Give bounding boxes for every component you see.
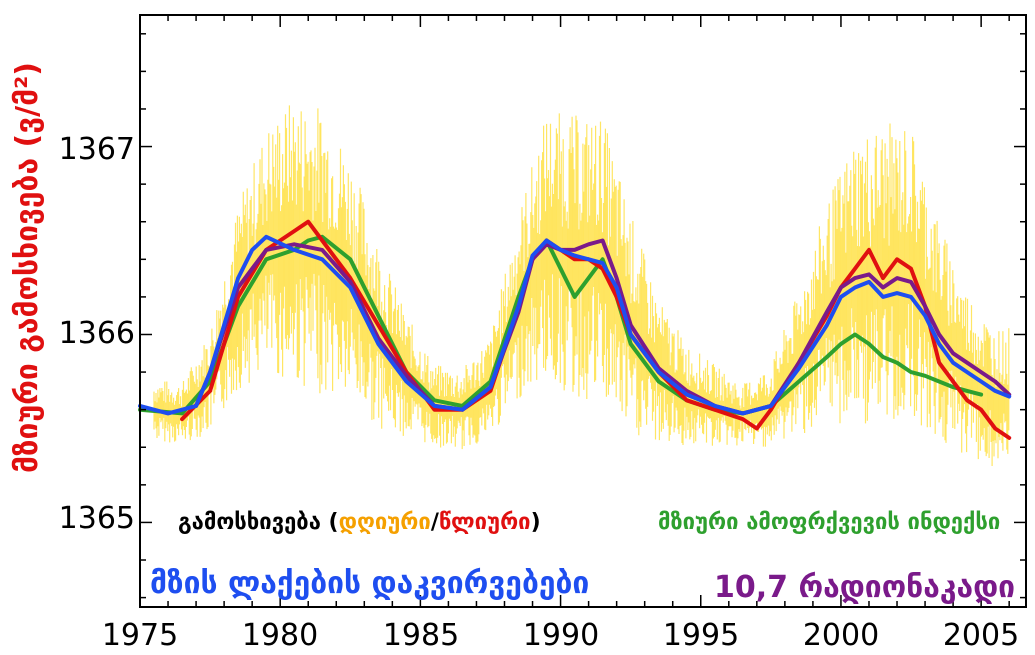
legend-uv-index: მზიური ამოფრქვევის ინდექსი <box>658 510 1001 535</box>
x-tick-label: 1990 <box>522 618 600 653</box>
smoothed-series <box>138 219 1012 440</box>
series-line-blue <box>138 234 1012 416</box>
x-tick-label: 1995 <box>662 618 740 653</box>
axis-ticks <box>139 15 1026 607</box>
series-line-green <box>138 234 984 416</box>
y-tick-label: 1365 <box>58 501 135 536</box>
y-tick-label: 1366 <box>58 316 135 351</box>
series-line-purple <box>194 238 1012 416</box>
x-tick-label: 2000 <box>802 618 880 653</box>
legend-sunspots: მზის ლაქების დაკვირვებები <box>150 566 590 601</box>
plot-frame <box>139 14 1027 608</box>
x-tick-label: 1985 <box>382 618 460 653</box>
legend-radio-flux: 10,7 რადიონაკადი <box>714 570 1016 605</box>
x-tick-label: 1975 <box>101 618 179 653</box>
y-tick-label: 1367 <box>58 132 135 167</box>
legend-daily: დღიური <box>338 510 431 535</box>
x-tick-label: 1980 <box>241 618 319 653</box>
legend-yearly: წლიური <box>438 510 531 535</box>
legend-irradiance: გამოსხივება (დღიური/წლიური) <box>178 510 541 535</box>
x-tick-label: 2005 <box>942 618 1020 653</box>
